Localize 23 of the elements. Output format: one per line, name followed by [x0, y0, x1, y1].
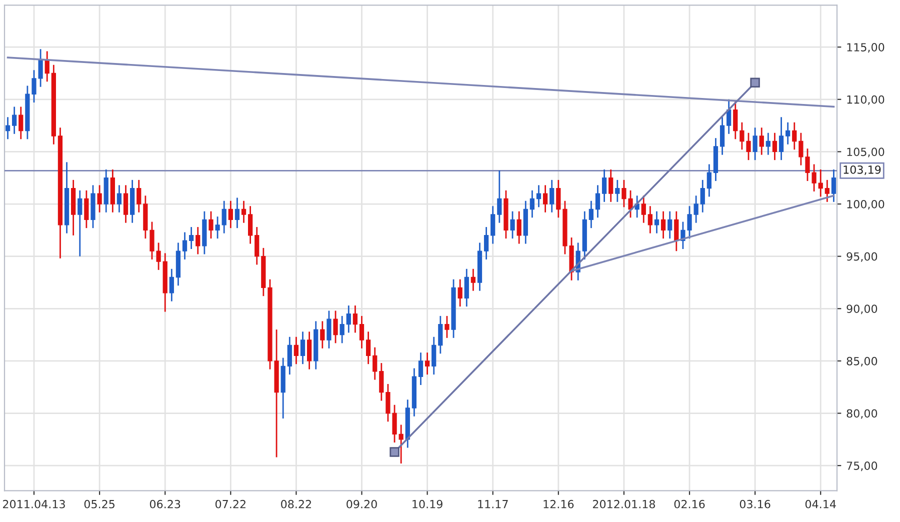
y-tick-label: 90,00 [846, 304, 878, 314]
y-tick-label: 95,00 [846, 252, 878, 262]
x-tick-label: 10.19 [412, 500, 442, 508]
x-tick-label: 03.16 [740, 500, 770, 508]
x-tick-label: 12.16 [544, 500, 574, 508]
x-tick-label: 11.17 [478, 500, 508, 508]
y-tick-label: 105,00 [847, 148, 884, 158]
y-tick-label: 115,00 [847, 43, 884, 53]
x-tick-label: 08.22 [281, 500, 311, 508]
y-tick-label: 75,00 [846, 462, 878, 472]
x-tick-label: 05.25 [84, 500, 114, 508]
x-tick-label: 2011.04.13 [3, 500, 65, 508]
y-tick-label: 80,00 [846, 409, 878, 419]
x-tick-label: 06.23 [150, 500, 180, 508]
x-tick-label: 04.14 [805, 500, 836, 508]
y-tick-label: 85,00 [846, 356, 878, 366]
y-tick-label: 100,00 [847, 200, 884, 210]
x-tick-label: 02.16 [674, 500, 705, 508]
x-tick-label: 07.22 [215, 500, 246, 508]
ref-line-label: 103,19 [844, 165, 881, 175]
y-tick-label: 110,00 [847, 95, 884, 105]
x-tick-label: 2012.01.18 [592, 500, 656, 508]
x-tick-label: 09.20 [346, 500, 377, 508]
